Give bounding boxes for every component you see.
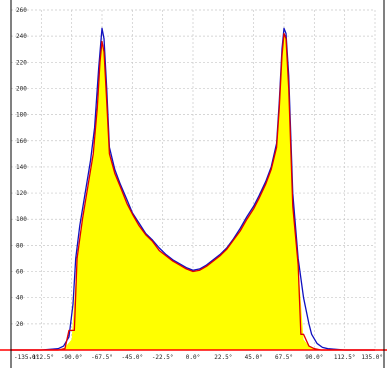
y-tick-label: 60 <box>16 269 24 276</box>
x-tick-label: 90.0° <box>305 354 323 361</box>
y-tick-label: 80 <box>16 242 24 249</box>
x-tick-label: 45.0° <box>245 354 263 361</box>
x-tick-label: -112.5° <box>29 354 54 361</box>
y-tick-label: 180 <box>16 112 27 119</box>
y-tick-labels: 20 40 60 80 100 120 140 160 180 200 220 240 260 <box>16 7 27 328</box>
x-tick-label: -90.0° <box>61 354 83 361</box>
axes <box>10 0 385 368</box>
x-tick-labels: -135.0°-112.5° -90.0° -67.5° -45.0° -22.5° 0.… <box>14 354 383 361</box>
x-tick-label: -135.0° <box>14 354 39 361</box>
x-tick-label: -67.5° <box>91 354 113 361</box>
y-tick-label: 240 <box>16 33 27 40</box>
y-tick-label: 20 <box>16 321 24 328</box>
x-tick-label: 67.5° <box>275 354 293 361</box>
y-tick-label: 40 <box>16 295 24 302</box>
x-tick-label: 135.0° <box>361 354 383 361</box>
y-tick-label: 200 <box>16 85 27 92</box>
series-layer <box>0 27 387 351</box>
y-tick-label: 220 <box>16 59 27 66</box>
y-tick-label: 260 <box>16 7 27 14</box>
x-tick-label: -45.0° <box>121 354 143 361</box>
y-tick-label: 120 <box>16 190 27 197</box>
line-series-2 <box>11 32 375 351</box>
y-tick-label: 140 <box>16 164 27 171</box>
filled-area-series <box>11 33 375 350</box>
y-tick-label: 160 <box>16 138 27 145</box>
x-tick-label: -22.5° <box>152 354 174 361</box>
x-tick-label: 0.0° <box>186 354 200 361</box>
x-tick-label: 22.5° <box>214 354 232 361</box>
y-tick-label: 100 <box>16 216 27 223</box>
x-tick-label: 112.5° <box>334 354 356 361</box>
